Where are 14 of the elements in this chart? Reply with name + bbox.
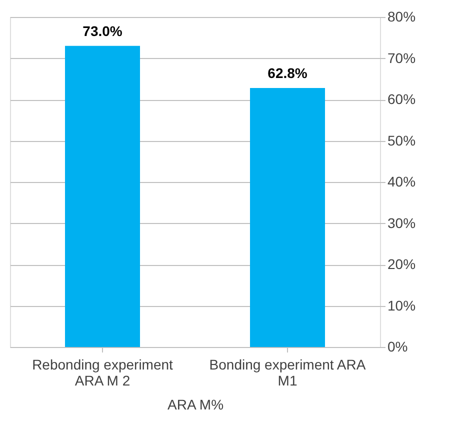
x-tick-label: Bonding experiment ARA M1 [209,356,366,388]
y-tick-label: 0% [388,338,408,354]
y-tick-label: 20% [388,256,416,272]
y-tick-label: 40% [388,174,416,190]
y-tick-label: 70% [388,50,416,66]
data-label: 73.0% [82,22,123,39]
x-tick-label: Rebonding experiment ARA M 2 [32,356,174,388]
y-tick-label: 10% [388,297,416,314]
data-label: 62.8% [268,64,308,81]
y-tick-label: 80% [388,8,416,24]
x-axis-title: ARA M% [167,396,224,412]
y-tick-label: 50% [388,132,416,148]
y-tick-label: 30% [388,214,416,231]
y-tick-label: 60% [388,91,416,107]
